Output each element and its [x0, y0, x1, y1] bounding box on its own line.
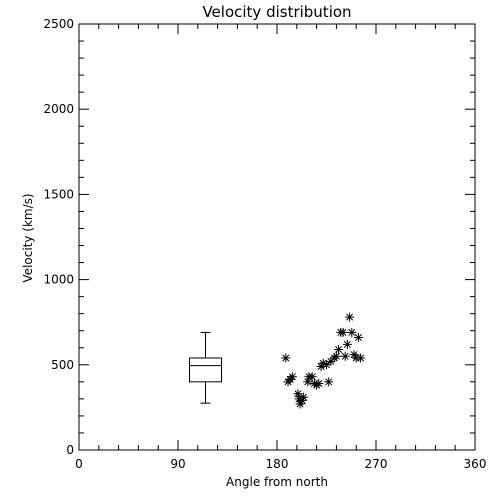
y-tick-label: 2000: [43, 102, 74, 116]
data-point: [307, 372, 317, 382]
data-point: [334, 344, 344, 354]
data-point: [353, 333, 363, 343]
data-point: [340, 351, 350, 361]
boxplot: [189, 331, 222, 404]
x-tick-label: 360: [464, 457, 487, 471]
x-tick-label: 270: [365, 457, 388, 471]
scatter-points: [281, 312, 366, 409]
data-point: [281, 353, 291, 363]
y-axis-ticks: 0 500 1000 1500 2000 2500: [43, 17, 475, 457]
x-tick-label: 180: [266, 457, 289, 471]
y-axis-label: Velocity (km/s): [21, 193, 35, 282]
data-point: [356, 353, 366, 363]
data-point: [347, 327, 357, 337]
x-axis-label: Angle from north: [226, 475, 328, 489]
y-tick-label: 0: [66, 443, 74, 457]
data-point: [331, 351, 341, 361]
y-tick-label: 1500: [43, 187, 74, 201]
axes: [78, 23, 476, 451]
chart-title: Velocity distribution: [202, 3, 351, 21]
data-point: [338, 327, 348, 337]
x-axis-ticks: 0 90 180 270 360: [75, 24, 486, 471]
y-tick-label: 1000: [43, 273, 74, 287]
data-point: [324, 377, 334, 387]
y-tick-label: 500: [51, 358, 74, 372]
x-tick-label: 0: [75, 457, 83, 471]
data-point: [314, 379, 324, 389]
boxplot-box: [189, 357, 222, 383]
data-point: [287, 372, 297, 382]
data-point: [345, 312, 355, 322]
x-tick-label: 90: [170, 457, 185, 471]
y-tick-label: 2500: [43, 17, 74, 31]
data-point: [342, 339, 352, 349]
plot-frame: [78, 23, 476, 451]
data-point: [298, 392, 308, 402]
